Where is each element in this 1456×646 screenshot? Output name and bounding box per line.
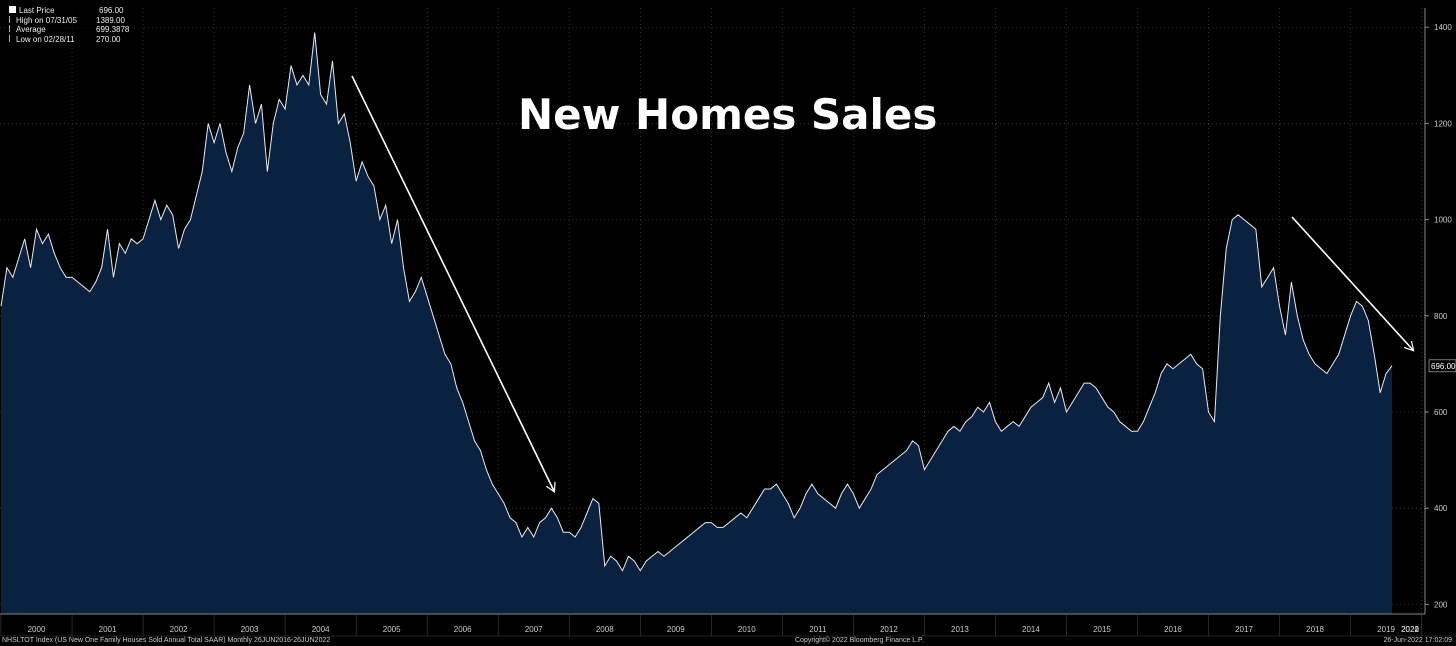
- x-tick-label-2010: 2010: [738, 625, 756, 634]
- x-tick-label-2001: 2001: [99, 625, 117, 634]
- y-tick-label-800: 800: [1434, 312, 1448, 321]
- x-tick-label-2009: 2009: [667, 625, 685, 634]
- x-tick-label-2008: 2008: [596, 625, 614, 634]
- legend-high-label: High on 07/31/05: [16, 15, 77, 25]
- y-tick-label-1000: 1000: [1434, 216, 1452, 225]
- y-tick-label-200: 200: [1434, 600, 1448, 609]
- x-tick-label-2012: 2012: [880, 625, 898, 634]
- legend-last-price-marker: [9, 6, 16, 13]
- decline-arrow-2020-2022: [1291, 216, 1413, 350]
- y-tick-label-1400: 1400: [1434, 23, 1452, 32]
- x-tick-label-2003: 2003: [241, 625, 259, 634]
- legend-average-label: Average: [16, 25, 46, 34]
- legend-last-price-value: 696.00: [99, 6, 124, 15]
- legend-low-marker: [9, 34, 13, 42]
- footer-timestamp: 26-Jun-2022 17:02:09: [1383, 637, 1453, 644]
- last-value-tag: 696.00: [1431, 362, 1456, 371]
- x-tick-label-2005: 2005: [383, 625, 401, 634]
- y-tick-label-600: 600: [1434, 408, 1448, 417]
- x-tick-label-2006: 2006: [454, 625, 472, 634]
- x-tick-label-2017: 2017: [1235, 625, 1253, 634]
- x-tick-label-2007: 2007: [525, 625, 543, 634]
- x-tick-label-2019: 2019: [1377, 625, 1395, 634]
- footer-index-description: NHSLTOT Index (US New One Family Houses …: [2, 637, 331, 644]
- x-tick-label-2013: 2013: [951, 625, 969, 634]
- legend: Last Price 696.00 High on 07/31/05 1389.00…: [6, 5, 142, 45]
- series-area: [1, 32, 1392, 614]
- legend-average-value: 699.3878: [96, 25, 130, 34]
- x-tick-label-2020: 2020: [1401, 625, 1419, 634]
- x-tick-label-2002: 2002: [170, 625, 188, 634]
- legend-last-price-label: Last Price: [19, 6, 55, 15]
- x-tick-label-2021: 2021: [1401, 625, 1419, 634]
- x-tick-label-2022: 2022: [1401, 625, 1419, 634]
- chart-title: New Homes Sales: [518, 90, 938, 139]
- x-tick-label-2004: 2004: [312, 625, 330, 634]
- legend-high-value: 1389.00: [96, 15, 125, 25]
- y-tick-label-400: 400: [1434, 504, 1448, 513]
- x-tick-label-2000: 2000: [28, 625, 46, 634]
- y-tick-label-1200: 1200: [1434, 119, 1452, 128]
- x-tick-label-2015: 2015: [1093, 625, 1111, 634]
- x-tick-label-2011: 2011: [809, 625, 827, 634]
- series-line: [0, 32, 1393, 572]
- x-tick-label-2016: 2016: [1164, 625, 1182, 634]
- x-tick-label-2014: 2014: [1022, 625, 1040, 634]
- last-value-tag-box: [1428, 359, 1456, 373]
- x-tick-label-2018: 2018: [1306, 625, 1324, 634]
- legend-low-label: Low on 02/28/11: [16, 34, 75, 44]
- footer-copyright: Copyright© 2022 Bloomberg Finance L.P.: [795, 637, 924, 644]
- legend-high-marker: [9, 15, 13, 23]
- decline-arrow-2005-2009: [351, 75, 554, 491]
- legend-average-marker: [9, 25, 13, 32]
- legend-low-value: 270.00: [96, 34, 121, 44]
